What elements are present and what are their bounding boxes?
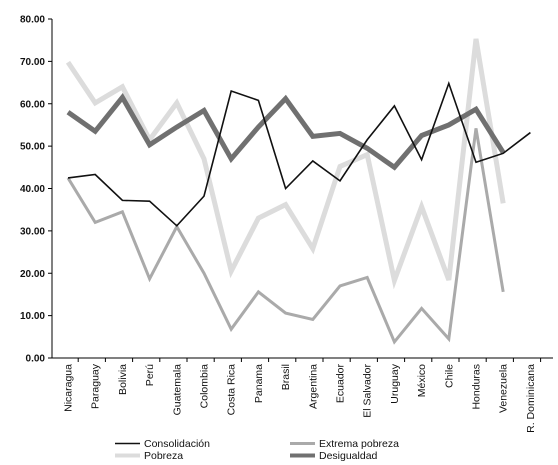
x-tick-label: Uruguay — [389, 363, 401, 403]
y-tick-label: 40.00 — [20, 184, 45, 195]
legend-label: Consolidación — [144, 438, 210, 450]
series-line-extrema-pobreza — [66, 128, 505, 345]
x-tick-label: Ecuador — [335, 363, 347, 403]
y-tick-label: 30.00 — [20, 226, 45, 237]
x-tick-label: Chile — [443, 364, 455, 388]
series-layer — [65, 38, 531, 345]
y-tick-label: 10.00 — [20, 311, 45, 322]
y-tick-label: 80.00 — [20, 15, 45, 26]
x-tick-label: Brasil — [280, 364, 292, 390]
x-tick-label: Guatemala — [171, 364, 183, 416]
x-tick-label: Costa Rica — [226, 364, 238, 416]
x-tick-label: Venezuela — [498, 364, 510, 413]
x-tick-label: Paraguay — [90, 363, 102, 409]
y-tick-label: 0.00 — [26, 354, 46, 365]
series-line-pobreza — [65, 38, 506, 290]
axes: 0.00 10.00 20.00 30.00 40.00 50.00 60.00 70.00 8… — [20, 15, 553, 433]
y-tick-label: 60.00 — [20, 99, 45, 110]
x-tick-label: R. Dominicana — [525, 364, 537, 433]
y-tick-label: 20.00 — [20, 269, 45, 280]
x-tick-label: Nicaragua — [63, 364, 75, 412]
series-line-consolidación — [67, 80, 531, 227]
legend-label: Extrema pobreza — [319, 438, 399, 450]
legend: Consolidación Extrema pobreza Pobreza Desig… — [115, 438, 399, 462]
y-tick-label: 50.00 — [20, 142, 45, 153]
x-tick-label: Perú — [144, 364, 156, 386]
x-tick-label: El Salvador — [362, 364, 374, 418]
legend-label: Desigualdad — [319, 450, 378, 462]
x-tick-label: Colombia — [199, 364, 211, 409]
x-tick-label: Bolivia — [117, 364, 129, 395]
x-tick-label: Honduras — [471, 364, 483, 410]
x-tick-label: México — [416, 364, 428, 397]
y-tick-label: 70.00 — [20, 57, 45, 68]
legend-label: Pobreza — [144, 450, 183, 462]
x-tick-label: Panama — [253, 364, 265, 403]
x-tick-label: Argentina — [307, 364, 319, 409]
